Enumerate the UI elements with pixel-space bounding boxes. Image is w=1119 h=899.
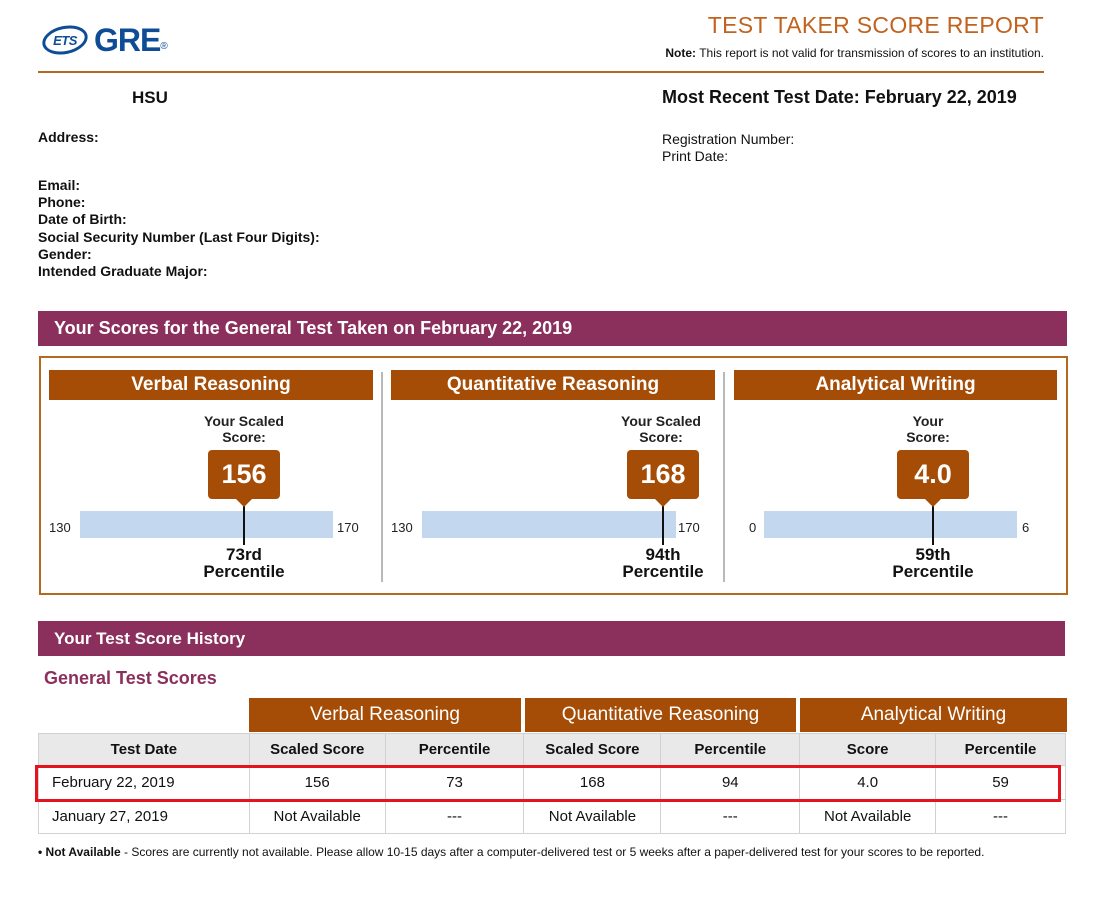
most-recent-test-date: Most Recent Test Date: February 22, 2019 [662,87,1017,107]
ssn-label: Social Security Number (Last Four Digits… [38,229,320,245]
percentile-label: Percentile [892,562,974,581]
percentile-label: Percentile [203,562,285,581]
percentile-rank: 94th Percentile [603,546,723,580]
ets-gre-logo: ETS GRE ® [39,21,168,59]
range-max: 6 [1022,520,1030,535]
gre-logo-text: GRE [94,21,161,58]
score-range-bar [80,511,333,538]
percentile-value: 73rd [226,545,262,564]
report-note: Note: This report is not valid for trans… [665,46,1044,60]
scaled-score-value: 168 [627,450,699,507]
column-header: Scaled Score [248,733,386,766]
phone-label: Phone: [38,194,86,210]
table-cell: Not Available [799,799,937,834]
range-min: 130 [49,520,71,535]
range-min: 0 [749,520,757,535]
scaled-score-value: 156 [208,450,280,507]
range-min: 130 [391,520,413,535]
scores-box [39,356,1068,595]
print-date-label: Print Date: [662,148,729,164]
table-cell: February 22, 2019 [38,765,250,800]
percentile-label: Percentile [622,562,704,581]
percentile-value: 94th [645,545,681,564]
percentile-value: 59th [915,545,951,564]
footnote-text: - Scores are currently not available. Pl… [120,845,985,859]
gender-label: Gender: [38,246,92,262]
score-panel-writing: Analytical Writing Your Score: 0 6 4.0 5… [734,370,1057,585]
scores-section-banner: Your Scores for the General Test Taken o… [38,311,1067,346]
score-marker [932,500,934,545]
ets-logo-text: ETS [53,32,77,48]
score-panel-quantitative: Quantitative Reasoning Your Scaled Score… [391,370,715,585]
label-line-2: Score: [222,429,266,445]
table-cell: --- [660,799,801,834]
note-label: Note: [665,46,697,60]
dob-label: Date of Birth: [38,211,127,227]
panel-header-quantitative: Quantitative Reasoning [391,370,715,400]
table-cell: 94 [660,765,801,800]
percentile-rank: 73rd Percentile [184,546,304,580]
range-max: 170 [678,520,700,535]
panel-divider [723,372,725,582]
table-row: January 27, 2019 Not Available --- Not A… [38,799,1066,834]
scaled-score-label: Your Score: [878,413,978,445]
label-line-2: Score: [906,429,950,445]
score-range-bar [422,511,676,538]
label-line-2: Score: [639,429,683,445]
score-panel-verbal: Verbal Reasoning Your Scaled Score: 130 … [49,370,373,585]
score-history-table: Test Date Scaled Score Percentile Scaled… [38,733,1066,834]
scaled-score-label: Your Scaled Score: [606,413,716,445]
email-label: Email: [38,177,81,193]
group-header-quantitative: Quantitative Reasoning [525,698,796,732]
registration-number-label: Registration Number: [662,131,795,147]
header-divider [38,71,1044,73]
table-cell: --- [935,799,1066,834]
column-header: Test Date [38,733,250,766]
footnote-label: • Not Available [38,845,121,859]
ets-logo-mark: ETS [39,21,91,59]
table-cell: Not Available [248,799,386,834]
label-line-1: Your Scaled [204,413,284,429]
address-label: Address: [38,129,99,145]
general-test-scores-heading: General Test Scores [44,668,217,688]
group-header-verbal: Verbal Reasoning [249,698,521,732]
label-line-1: Your [912,413,944,429]
group-header-writing: Analytical Writing [800,698,1067,732]
scaled-score-label: Your Scaled Score: [189,413,299,445]
range-max: 170 [337,520,359,535]
highlight-box [35,765,1061,802]
graduate-major-label: Intended Graduate Major: [38,263,208,279]
column-header: Score [799,733,937,766]
panel-header-writing: Analytical Writing [734,370,1057,400]
scaled-score-value: 4.0 [897,450,969,507]
score-history-banner: Your Test Score History [38,621,1065,656]
report-title: TEST TAKER SCORE REPORT [707,12,1044,38]
table-cell: --- [384,799,525,834]
label-line-1: Your Scaled [621,413,701,429]
column-header: Scaled Score [523,733,662,766]
panel-divider [381,372,383,582]
table-cell: Not Available [523,799,662,834]
column-header: Percentile [660,733,801,766]
percentile-rank: 59th Percentile [873,546,993,580]
footnote: • Not Available - Scores are currently n… [38,845,1058,859]
candidate-name: HSU [132,88,168,107]
table-cell: January 27, 2019 [38,799,250,834]
panel-header-verbal: Verbal Reasoning [49,370,373,400]
table-header-row: Test Date Scaled Score Percentile Scaled… [38,733,1066,766]
score-range-bar [764,511,1017,538]
score-marker [662,500,664,545]
score-marker [243,500,245,545]
column-header: Percentile [384,733,525,766]
note-text: This report is not valid for transmissio… [699,46,1044,60]
column-header: Percentile [935,733,1066,766]
table-cell: 73 [384,765,525,800]
registered-mark-icon: ® [160,41,168,52]
